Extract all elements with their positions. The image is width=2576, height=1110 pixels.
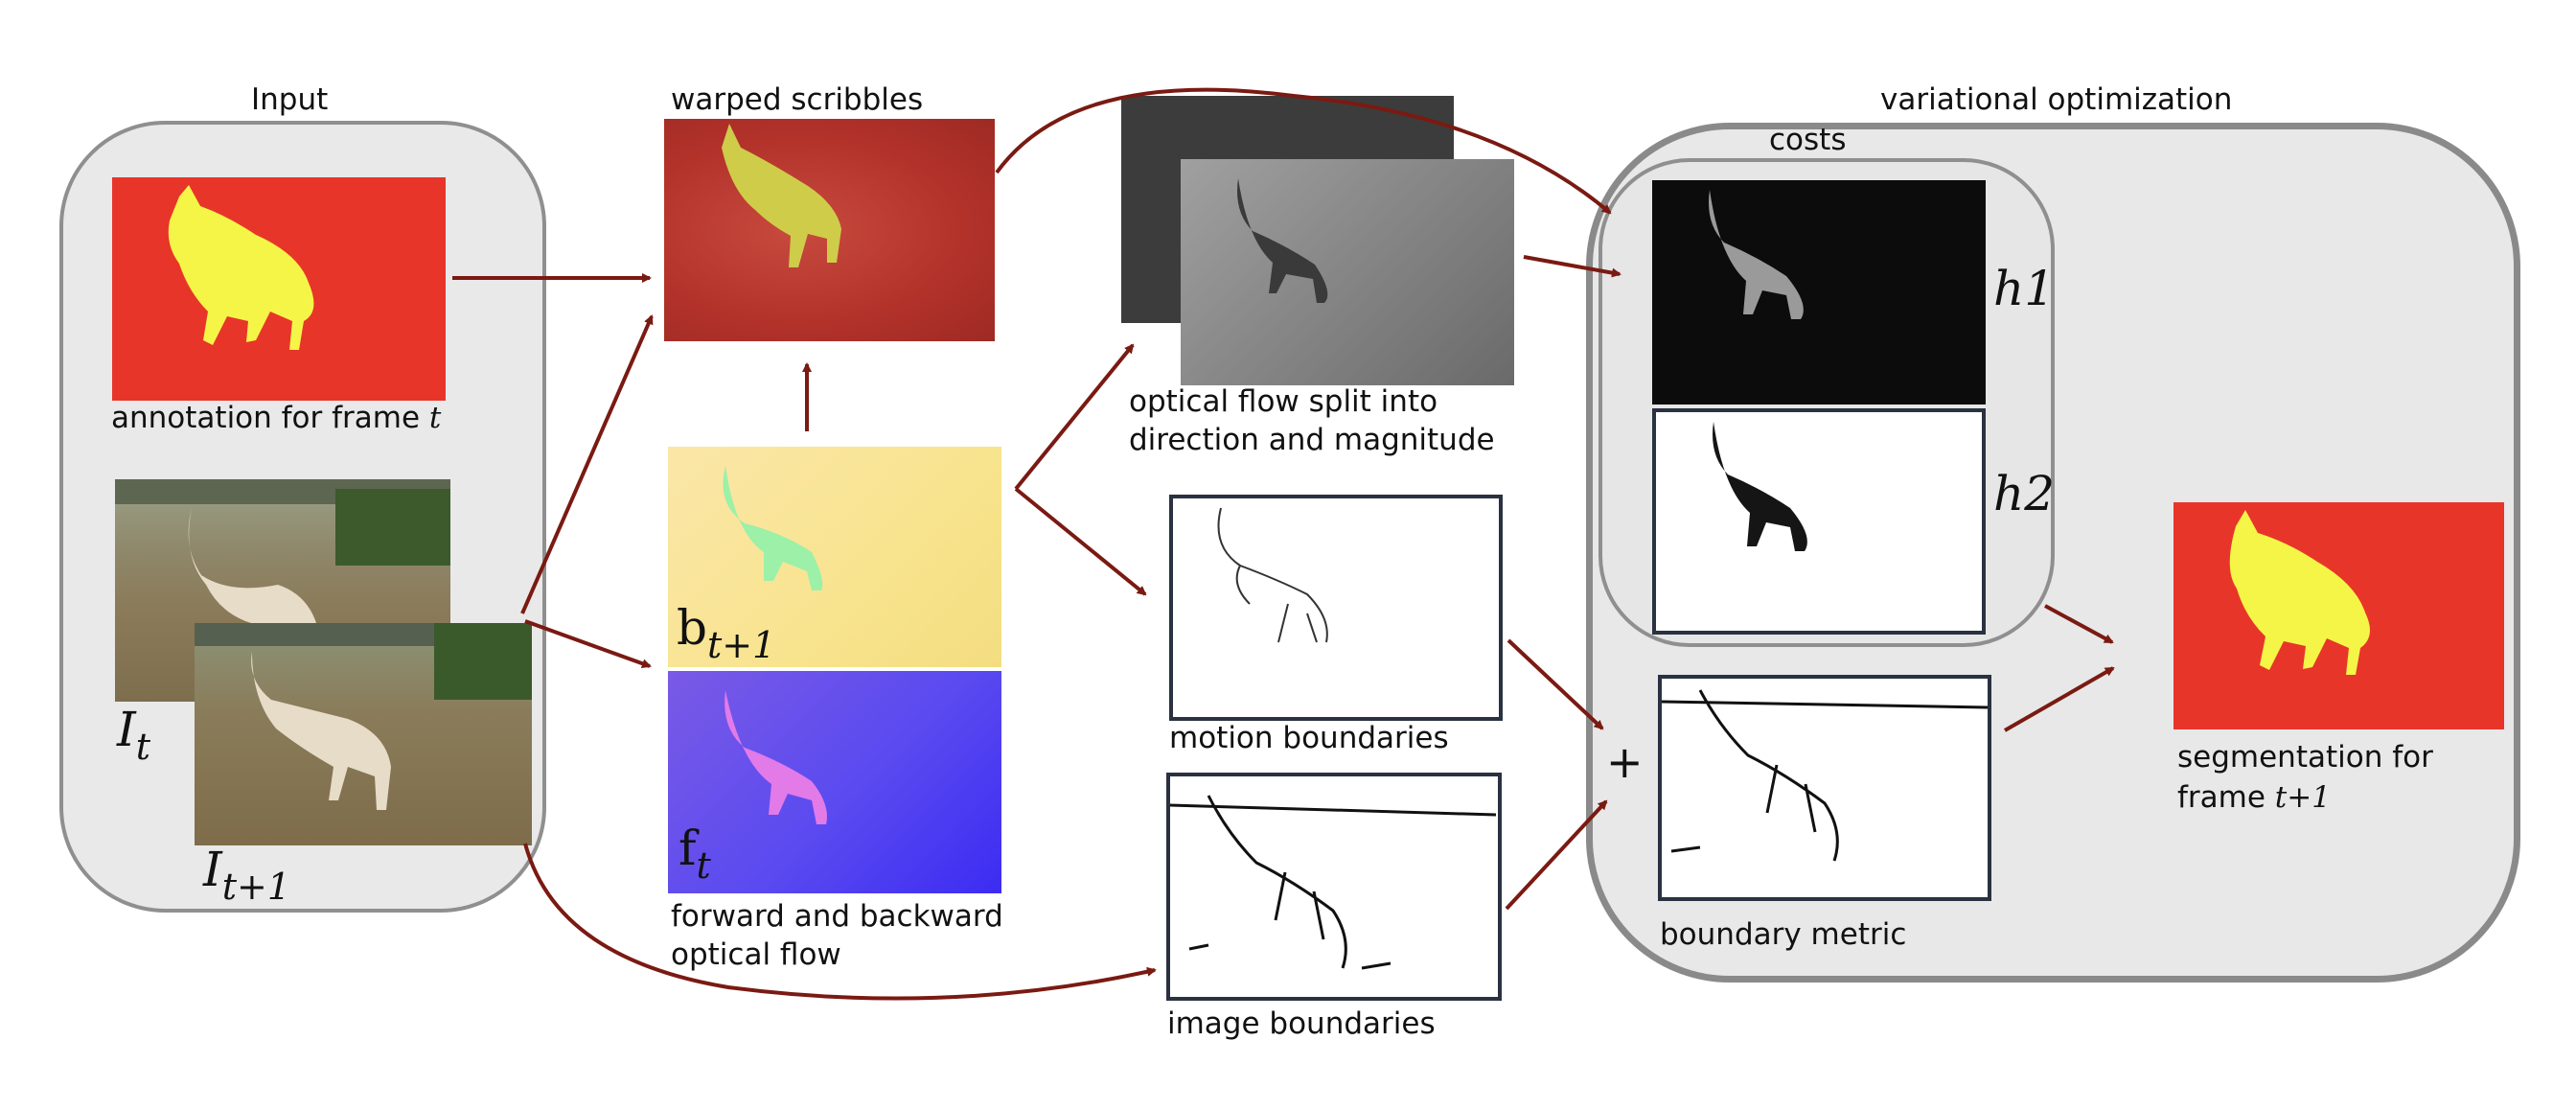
arrow-frames-to-flow [524,619,652,668]
cost-map-icon [1709,190,1804,319]
arrow-warped-to-costs [995,87,1612,215]
edge-sketch-icon [1170,795,1497,970]
label-b-t-plus-1: bt+1 [677,600,776,666]
variational-optimization-title: variational optimization [1880,82,2233,117]
annotation-mask-frame-t [112,177,446,401]
plus-sign: + [1606,736,1644,788]
motion-boundaries-caption: motion boundaries [1169,721,1449,755]
warped-scribbles-image [664,119,995,341]
flow-shape-icon [1237,178,1328,303]
flow-blob-icon [724,690,827,824]
arrow-image-to-boundary-metric [1505,799,1608,911]
arrow-flow-to-flow-split [1014,343,1135,491]
input-title: Input [251,82,329,117]
annotation-caption: annotation for frame t [111,401,442,435]
cost-h1-image [1652,180,1986,405]
cost-map-icon [1713,422,1807,551]
label-I-t-plus-1: It+1 [203,842,291,908]
label-h1: h1 [1993,261,2056,316]
flow-split-caption-line2: direction and magnitude [1129,423,1495,457]
boundary-metric-image [1658,675,1991,901]
dog-silhouette-icon [2229,510,2370,675]
segmentation-mask-frame-t-plus-1 [2174,502,2504,729]
segmentation-caption-line2: frame t+1 [2177,780,2331,815]
image-boundaries-caption: image boundaries [1167,1006,1436,1041]
dog-overlay-icon [722,124,841,267]
warped-scribbles-title: warped scribbles [671,82,924,117]
flow-split-caption-line1: optical flow split into [1129,384,1438,419]
label-I-t: It [117,702,151,768]
dog-photo-icon [115,479,450,671]
image-boundaries-image [1166,773,1502,1001]
boundary-metric-caption: boundary metric [1660,917,1907,952]
edge-sketch-icon [1217,507,1328,643]
dog-photo-icon [195,623,532,810]
cost-h2-image [1652,408,1986,635]
forward-flow-image [668,671,1001,893]
costs-title: costs [1769,123,1847,157]
arrow-frames-to-image-boundaries [523,843,1157,1001]
label-f-t: ft [678,821,711,887]
arrow-costs-to-segmentation [2044,604,2114,644]
edge-sketch-icon [1662,689,1988,862]
fb-flow-caption-line2: optical flow [671,937,841,972]
arrow-flow-to-motion-boundaries [1014,487,1147,596]
arrow-motion-to-boundary-metric [1506,638,1604,730]
backward-flow-image [668,447,1001,667]
motion-boundaries-image [1169,495,1503,721]
arrow-frames-to-warped [520,314,654,614]
flow-blob-icon [723,466,823,590]
arrow-flow-split-to-costs [1523,255,1622,278]
label-h2: h2 [1993,466,2056,521]
segmentation-caption-line1: segmentation for [2177,740,2433,775]
flow-magnitude-image [1181,159,1514,385]
fb-flow-caption-line1: forward and backward [671,899,1003,934]
frame-t-plus-1-image [195,623,532,845]
arrow-boundary-metric-to-segmentation [2004,666,2115,732]
dog-silhouette-icon [168,185,314,350]
